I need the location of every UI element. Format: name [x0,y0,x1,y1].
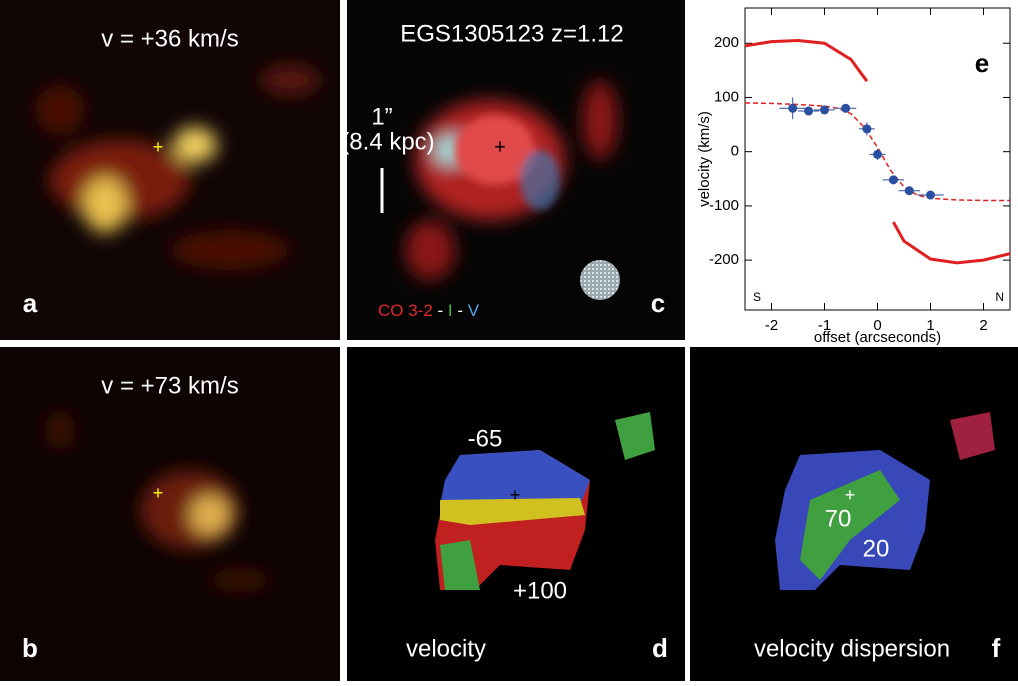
y-tick-label: 0 [731,143,739,160]
x-tick-label: 1 [926,317,934,334]
svg-text:+: + [510,485,521,505]
svg-text:+: + [153,483,164,503]
data-point [804,106,814,116]
svg-text:+: + [845,485,856,505]
contour-label: 20 [863,535,890,562]
legend-part: - [433,301,448,320]
legend: CO 3-2 - I - V [378,301,480,320]
data-point [841,103,851,113]
legend-part: I [448,301,453,320]
panel-f: + 70 20 velocity dispersion f [690,347,1018,681]
contour-label: -65 [468,425,503,452]
data-point [904,186,914,196]
x-tick-label: 2 [979,317,987,334]
data-point [862,124,872,134]
y-axis-label: velocity (km/s) [696,111,713,207]
panel-label: v = +73 km/s [101,372,238,399]
x-tick-label: 0 [873,317,881,334]
panel-e-chart: -2 -1 0 1 2 -200 -100 0 100 200 offset (arcseconds… [696,7,1011,346]
scale-label: 1” [371,103,392,130]
model-curve [744,39,1011,265]
panel-letter: e [975,48,989,78]
panel-letter: a [23,288,38,318]
legend-part: CO 3-2 [378,301,433,320]
svg-text:+: + [153,137,164,157]
corner-label: N [995,290,1004,304]
legend-part: - [453,301,468,320]
panel-a: + v = +36 km/s a [0,0,340,340]
panel-label: v = +36 km/s [101,25,238,52]
panel-letter: d [652,633,668,663]
panel-letter: f [992,633,1001,663]
data-point [888,175,898,185]
caption: velocity [406,635,486,662]
scale-kpc: (8.4 kpc) [341,128,434,155]
data-point [926,190,935,200]
x-axis-label: offset (arcseconds) [814,329,941,346]
contour-label: 70 [825,505,852,532]
panel-letter: b [22,633,38,663]
caption: velocity dispersion [754,635,950,662]
y-tick-label: 100 [714,88,739,105]
y-tick-label: -200 [709,251,739,268]
panel-c: + EGS1305123 z=1.12 1” (8.4 kpc) CO 3-2 … [341,0,685,340]
data-point [873,149,882,159]
svg-text:+: + [494,136,506,158]
data-point [788,103,798,113]
panel-letter: c [651,288,665,318]
y-tick-label: -100 [709,197,739,214]
data-point [820,105,829,115]
x-tick-label: -1 [818,317,831,334]
panel-d: + -65 +100 velocity d [347,347,685,681]
panel-b: + v = +73 km/s b [0,347,340,681]
y-tick-label: 200 [714,34,739,51]
legend-part: V [468,301,480,320]
x-tick-label: -2 [765,317,778,334]
panel-title: EGS1305123 z=1.12 [400,20,624,47]
contour-label: +100 [513,577,567,604]
corner-label: S [753,290,761,304]
